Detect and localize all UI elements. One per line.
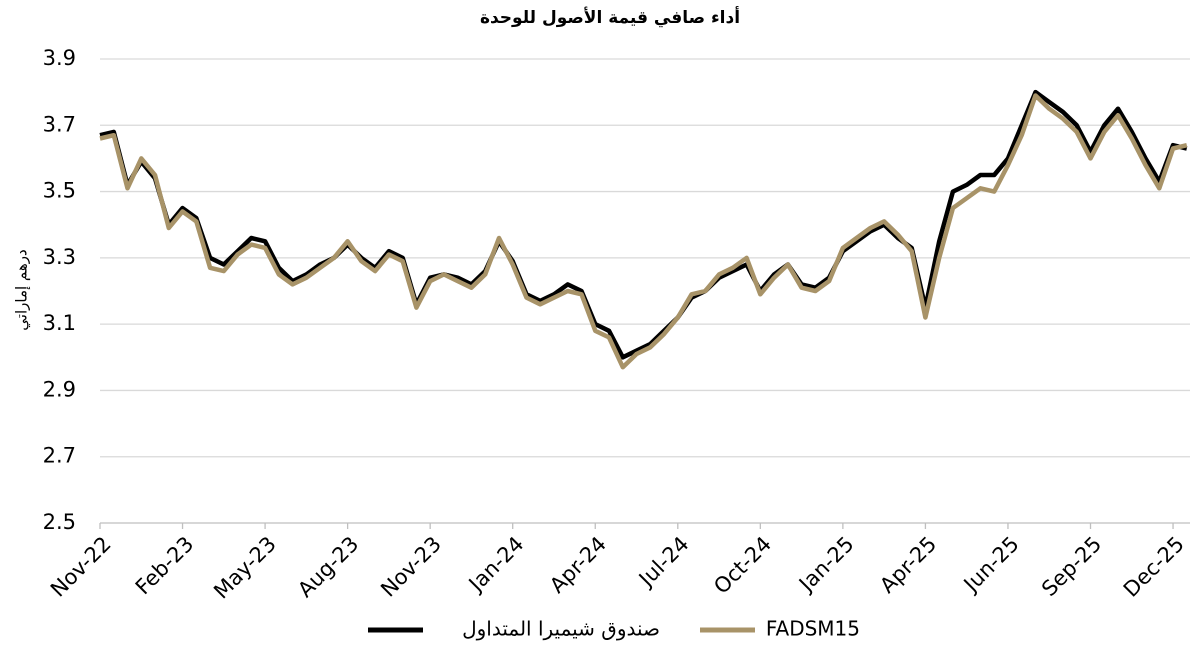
x-tick-label: Jan-24 [463,532,529,598]
x-tick-label: Jun-25 [958,532,1024,598]
x-tick-label: Apr-25 [875,532,941,598]
y-tick-label: 2.9 [43,377,76,401]
chart-title: أداء صافي قيمة الأصول للوحدة [480,6,740,28]
x-tick-label: Nov-23 [376,532,446,602]
y-tick-label: 3.5 [43,179,76,203]
legend-label: صندوق شيميرا المتداول [462,617,660,641]
y-tick-label: 2.7 [43,444,76,468]
y-tick-label: 3.3 [43,245,76,269]
x-tick-label: Jan-25 [793,532,859,598]
x-tick-label: Aug-23 [293,532,363,602]
x-tick-label: Dec-25 [1119,532,1189,602]
x-tick-label: Apr-24 [545,532,611,598]
x-tick-label: Sep-25 [1037,532,1106,601]
x-tick-label: Feb-23 [131,532,199,600]
x-tick-label: Nov-22 [46,532,116,602]
x-tick-label: May-23 [209,532,281,604]
y-axis-label: درهم إماراتي [13,249,32,330]
x-tick-label: Jul-24 [633,532,694,593]
y-tick-label: 3.9 [43,46,76,70]
x-tick-label: Oct-24 [709,532,776,599]
legend-label: FADSM15 [766,617,860,641]
y-tick-label: 3.7 [43,112,76,136]
y-tick-label: 3.1 [43,311,76,335]
series-line [99,93,1188,370]
y-tick-label: 2.5 [43,510,76,534]
series-line [99,89,1188,360]
